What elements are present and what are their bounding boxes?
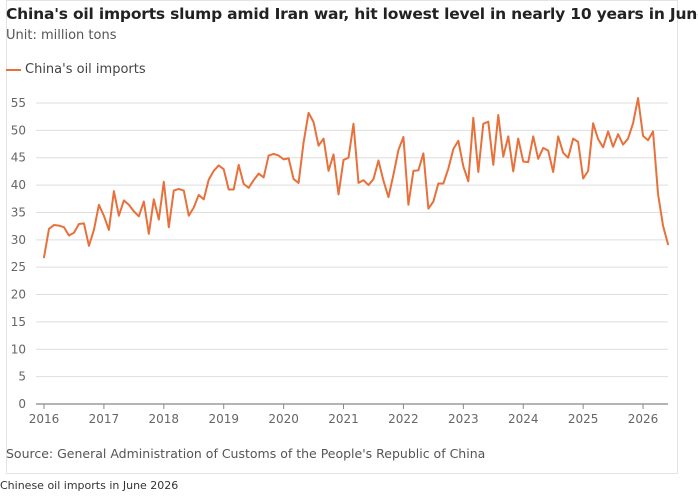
y-axis-ticks: 0 5 10 15 20 25 30 35 40 45 50 55 [11,96,26,411]
x-tick-label: 2020 [268,412,299,426]
y-tick-label: 50 [11,123,26,137]
chart-unit-subtitle: Unit: million tons [6,28,117,43]
y-tick-label: 55 [11,96,26,110]
x-tick-label: 2018 [149,412,180,426]
y-tick-label: 35 [11,205,26,219]
x-tick-label: 2023 [448,412,479,426]
x-axis-ticks: 2016 2017 2018 2019 2020 2021 2022 2023 2024 2025… [29,404,659,426]
y-tick-label: 20 [11,288,26,302]
series-layer [43,97,669,259]
legend: China's oil imports [6,62,146,77]
x-tick-label: 2026 [628,412,659,426]
legend-swatch-icon [6,68,21,71]
y-tick-label: 25 [11,260,26,274]
chart-card [6,0,678,474]
grid-lines [36,102,668,405]
x-tick-label: 2016 [29,412,60,426]
source-note: Source: General Administration of Custom… [6,446,486,461]
y-tick-label: 0 [18,397,26,411]
y-tick-label: 30 [11,233,26,247]
y-tick-label: 10 [11,342,26,356]
y-tick-label: 15 [11,315,26,329]
series-line-china-oil-imports [43,97,669,259]
x-tick-label: 2024 [508,412,539,426]
image-caption: Chinese oil imports in June 2026 [0,479,179,492]
x-tick-label: 2019 [208,412,239,426]
y-tick-label: 45 [11,151,26,165]
legend-label: China's oil imports [25,62,146,77]
x-tick-label: 2021 [328,412,359,426]
y-tick-label: 5 [18,370,26,384]
x-tick-label: 2017 [89,412,120,426]
x-tick-label: 2022 [388,412,419,426]
x-tick-label: 2025 [568,412,599,426]
y-tick-label: 40 [11,178,26,192]
chart-title: China's oil imports slump amid Iran war,… [6,5,698,23]
